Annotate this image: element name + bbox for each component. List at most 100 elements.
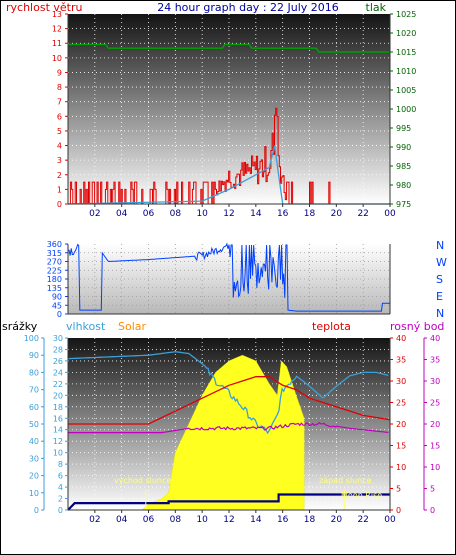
x-tick-label: 10: [196, 515, 208, 525]
x-tick-label: 16: [277, 515, 289, 525]
rain-series: [67, 493, 390, 511]
rain-tick-label: 90: [29, 351, 39, 360]
dewpoint-legend: rosný bod: [390, 320, 444, 333]
humidity-tick-label: 6: [58, 472, 63, 481]
compass-label-s: S: [436, 273, 443, 286]
dewpoint-tick-label: 30: [430, 377, 440, 386]
wind-speed-tick-label: 11: [52, 39, 62, 48]
direction-tick-label: 90: [52, 293, 62, 302]
x-tick-label: 20: [331, 209, 343, 219]
direction-tick-label: 45: [52, 301, 62, 310]
x-tick-label: 04: [116, 515, 128, 525]
pressure-tick-label: 1020: [396, 29, 416, 38]
wind-speed-tick-label: 0: [57, 200, 62, 209]
rain-tick-label: 20: [29, 472, 39, 481]
x-tick-label: 02: [89, 515, 100, 525]
temperature-tick-label: 5: [396, 485, 401, 494]
pressure-tick-label: 975: [396, 200, 411, 209]
direction-tick-label: 0: [57, 310, 62, 319]
humidity-series: [68, 351, 389, 435]
rain-tick-label: 100: [24, 334, 39, 343]
wind-speed-axis-title: rychlost větru: [6, 1, 82, 14]
humidity-tick-label: 30: [53, 334, 63, 343]
humidity-tick-label: 8: [58, 460, 63, 469]
pressure-tick-label: 985: [396, 162, 411, 171]
pressure-tick-label: 1000: [396, 105, 416, 114]
humidity-tick-label: 0: [58, 506, 63, 515]
rain-axis-title: srážky: [2, 320, 38, 333]
chart-title: 24 hour graph day : 22 July 2016: [157, 1, 339, 14]
sunset-annotation: západ slunce: [319, 476, 372, 485]
sunrise-annotation: východ slunce: [114, 476, 171, 485]
dewpoint-tick-label: 20: [430, 420, 440, 429]
x-tick-label: 12: [223, 515, 234, 525]
temperature-tick-label: 35: [396, 356, 406, 365]
temperature-axis-title: teplota: [312, 320, 351, 333]
wind-speed-tick-label: 7: [57, 98, 62, 107]
dewpoint-tick-label: 0: [430, 506, 435, 515]
humidity-tick-label: 20: [53, 391, 63, 400]
humidity-tick-label: 14: [53, 426, 63, 435]
wind-speed-tick-label: 5: [57, 127, 62, 136]
humidity-tick-label: 28: [53, 345, 63, 354]
x-tick-label: 14: [250, 515, 262, 525]
dewpoint-tick-label: 10: [430, 463, 440, 472]
direction-tick-label: 225: [47, 266, 62, 275]
x-tick-label: 14: [250, 209, 262, 219]
x-tick-label: 18: [304, 515, 316, 525]
solar-legend: Solar: [118, 320, 147, 333]
solar-area: [141, 354, 305, 511]
humidity-tick-label: 24: [53, 368, 63, 377]
x-tick-label: 20: [331, 515, 343, 525]
direction-tick-label: 360: [47, 240, 62, 249]
climate-plot: [67, 351, 391, 511]
wind-speed-tick-label: 4: [57, 142, 62, 151]
x-tick-label: 06: [143, 209, 155, 219]
x-tick-label: 08: [170, 209, 182, 219]
wind-speed-tick-label: 12: [52, 25, 62, 34]
dewpoint-series: [68, 421, 389, 434]
x-tick-label: 18: [304, 209, 316, 219]
x-tick-label: 16: [277, 209, 289, 219]
pressure-tick-label: 980: [396, 181, 411, 190]
rain-tick-label: 40: [29, 437, 39, 446]
direction-tick-label: 135: [47, 284, 62, 293]
humidity-tick-label: 10: [53, 449, 63, 458]
pressure-tick-label: 990: [396, 143, 411, 152]
x-tick-label: 00: [384, 515, 396, 525]
wind-speed-tick-label: 3: [57, 156, 62, 165]
pressure-tick-label: 1005: [396, 86, 416, 95]
humidity-tick-label: 4: [58, 483, 63, 492]
wind-speed-tick-label: 1: [57, 185, 62, 194]
compass-labels: N W S E N: [436, 239, 447, 320]
wind-speed-tick-label: 13: [52, 10, 62, 19]
pressure-tick-label: 1025: [396, 10, 416, 19]
humidity-axis-title: vlhkost: [66, 320, 106, 333]
humidity-tick-label: 2: [58, 495, 63, 504]
compass-label-n-bottom: N: [436, 307, 444, 320]
rain-tick-label: 80: [29, 368, 39, 377]
pressure-tick-label: 1010: [396, 67, 416, 76]
wind-direction-series: [67, 242, 390, 312]
direction-tick-label: 180: [47, 275, 62, 284]
wind-speed-tick-label: 10: [52, 54, 62, 63]
x-tick-label: 08: [170, 515, 182, 525]
direction-tick-label: 270: [47, 258, 62, 267]
temperature-tick-label: 30: [396, 377, 406, 386]
pressure-axis-title: tlak: [366, 1, 387, 14]
wind-speed-tick-label: 9: [57, 68, 62, 77]
x-tick-label: 10: [196, 209, 208, 219]
x-tick-label: 02: [89, 209, 100, 219]
humidity-tick-label: 16: [53, 414, 63, 423]
humidity-tick-label: 18: [53, 403, 63, 412]
x-tick-label: 06: [143, 515, 155, 525]
rain-tick-label: 10: [29, 489, 39, 498]
dewpoint-tick-label: 5: [430, 485, 435, 494]
dewpoint-tick-label: 25: [430, 399, 440, 408]
wind-speed-tick-label: 8: [57, 83, 62, 92]
rain-tick-label: 0: [34, 506, 39, 515]
dewpoint-tick-label: 35: [430, 356, 440, 365]
rain-tick-label: 70: [29, 386, 39, 395]
pressure-tick-label: 995: [396, 124, 411, 133]
